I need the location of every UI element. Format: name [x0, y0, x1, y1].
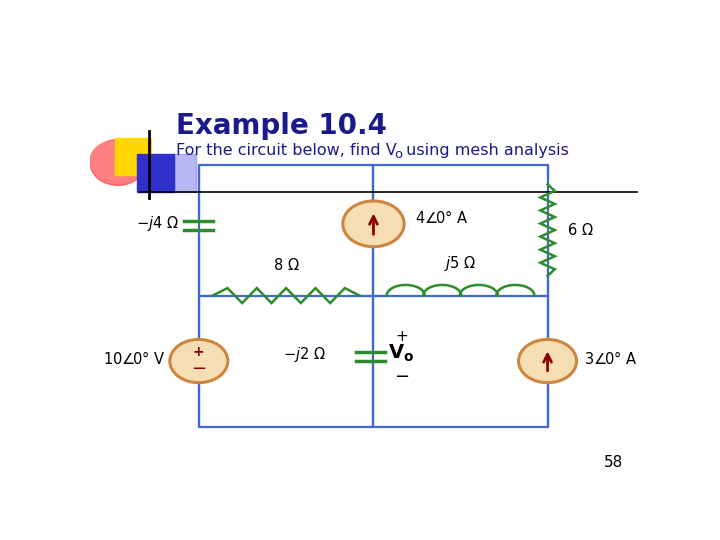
Text: using mesh analysis: using mesh analysis: [401, 143, 570, 158]
Text: $6\ \Omega$: $6\ \Omega$: [567, 222, 594, 238]
Text: $8\ \Omega$: $8\ \Omega$: [273, 256, 300, 273]
Text: $j5\ \Omega$: $j5\ \Omega$: [444, 254, 477, 273]
Bar: [115, 138, 151, 175]
Text: $-j2\ \Omega$: $-j2\ \Omega$: [283, 345, 326, 364]
Text: $4\angle\!0°$ A: $4\angle\!0°$ A: [415, 209, 469, 226]
Text: +: +: [395, 329, 408, 345]
Text: 58: 58: [603, 455, 623, 470]
Ellipse shape: [90, 140, 145, 185]
Text: For the circuit below, find V: For the circuit below, find V: [176, 143, 397, 158]
Text: +: +: [193, 345, 204, 359]
Text: Example 10.4: Example 10.4: [176, 112, 387, 140]
Circle shape: [170, 340, 228, 383]
Ellipse shape: [90, 141, 135, 179]
Text: o: o: [394, 148, 402, 161]
Text: −: −: [394, 368, 409, 386]
Circle shape: [343, 201, 404, 247]
Text: $3\angle\!0°$ A: $3\angle\!0°$ A: [584, 350, 637, 368]
Text: $\mathbf{V_o}$: $\mathbf{V_o}$: [388, 343, 415, 364]
Text: −: −: [192, 360, 207, 377]
Text: $-j4\ \Omega$: $-j4\ \Omega$: [136, 214, 179, 233]
Text: $10\angle\!0°$ V: $10\angle\!0°$ V: [103, 350, 166, 368]
Circle shape: [518, 340, 577, 383]
Bar: [138, 154, 174, 192]
Bar: [174, 154, 196, 192]
